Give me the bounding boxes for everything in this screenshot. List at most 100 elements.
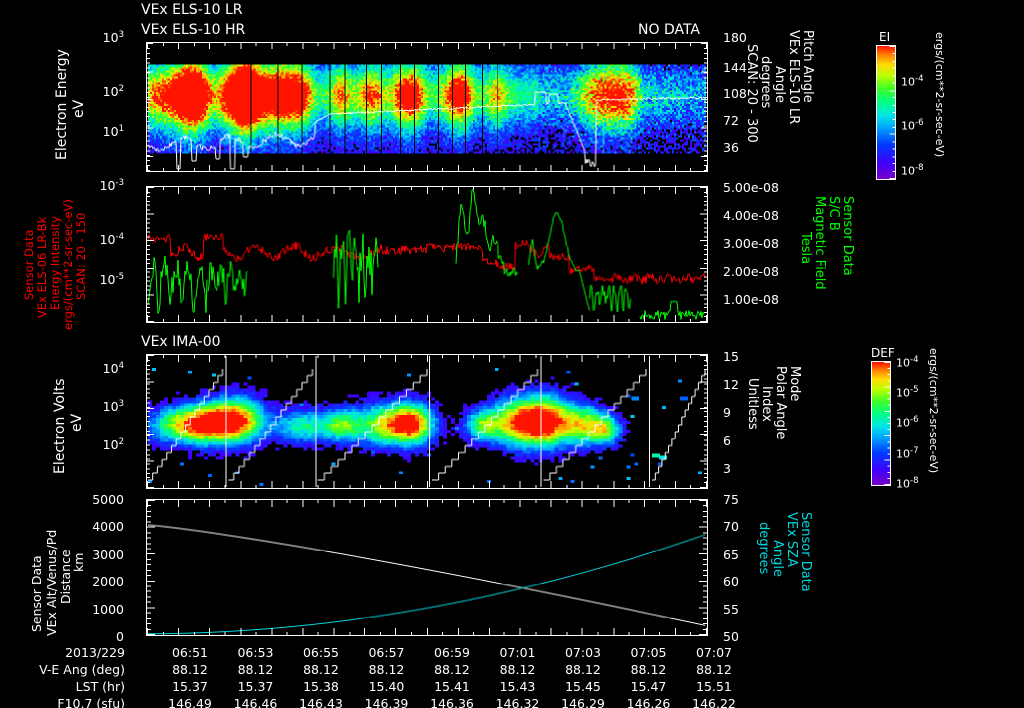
table-cell-lst-6: 15.45 bbox=[565, 679, 601, 694]
table-cell-time-1: 06:53 bbox=[237, 645, 274, 660]
panel2-line-plot bbox=[146, 186, 708, 323]
panel4-y2tick-65: 65 bbox=[723, 547, 739, 562]
table-cell-lst-8: 15.51 bbox=[696, 679, 732, 694]
table-cell-time-4: 06:59 bbox=[433, 645, 471, 660]
table-cell-ve_ang-5: 88.12 bbox=[499, 662, 536, 677]
table-cell-time-7: 07:05 bbox=[630, 645, 667, 660]
panel3-ytick-2: 102 bbox=[102, 437, 124, 453]
panel1-y2label-sensor: VEx ELS-10 LR bbox=[786, 30, 801, 125]
panel1-y2tick-72: 72 bbox=[723, 113, 739, 128]
table-cell-time-2: 06:55 bbox=[302, 645, 340, 660]
panel1-y2tick-108: 108 bbox=[723, 86, 747, 101]
table-cell-ve_ang-0: 88.12 bbox=[172, 662, 208, 677]
table-cell-f107-2: 146.43 bbox=[299, 696, 343, 708]
panel4-y2tick-70: 70 bbox=[723, 519, 739, 534]
panel1-yunits: eV bbox=[71, 99, 87, 118]
panel1-title-hr: VEx ELS-10 HR bbox=[141, 22, 246, 38]
panel4-y2tick-55: 55 bbox=[723, 602, 739, 617]
panel2-ylabel-scan: SCAN: 20 - 150 bbox=[74, 212, 88, 300]
panel4-y2label-sza: VEx SZA bbox=[784, 512, 799, 567]
panel4-ytick-5000: 5000 bbox=[92, 492, 124, 507]
panel4-y2tick-75: 75 bbox=[723, 492, 739, 507]
panel1-cbtick-4: 10-4 bbox=[901, 74, 924, 89]
panel2-ytick-m3: 10-3 bbox=[99, 178, 124, 194]
panel4-ylabel-sensor: Sensor Data bbox=[29, 555, 44, 632]
panel1-colorbar bbox=[876, 45, 896, 180]
panel3-cbtick-7: 10-7 bbox=[896, 446, 919, 461]
panel3-colorbar-title: DEF bbox=[871, 346, 895, 360]
panel2-y2tick-4: 4.00e-08 bbox=[723, 208, 779, 223]
panel2-y2label-units: Tesla bbox=[798, 232, 813, 265]
table-cell-time-3: 06:57 bbox=[368, 645, 405, 660]
panel4-y2tick-50: 50 bbox=[723, 629, 739, 644]
table-cell-lst-5: 15.43 bbox=[499, 679, 536, 694]
table-cell-f107-6: 146.29 bbox=[561, 696, 605, 708]
panel1-title-lr: VEx ELS-10 LR bbox=[141, 2, 243, 18]
panel1-y2tick-144: 144 bbox=[723, 60, 747, 75]
table-cell-ve_ang-2: 88.12 bbox=[303, 662, 339, 677]
panel1-cbtick-8: 10-8 bbox=[901, 163, 924, 178]
table-cell-lst-1: 15.37 bbox=[237, 679, 274, 694]
panel4-ytick-3000: 3000 bbox=[92, 547, 124, 562]
panel2-y2label-field: Magnetic Field bbox=[812, 196, 827, 290]
panel3-colorbar bbox=[871, 361, 891, 486]
table-row-label-0: 2013/229 bbox=[65, 645, 125, 660]
table-cell-ve_ang-6: 88.12 bbox=[565, 662, 601, 677]
panel4-ytick-1000: 1000 bbox=[92, 602, 124, 617]
panel3-ytick-3: 103 bbox=[102, 399, 124, 415]
panel2-y2tick-2: 2.00e-08 bbox=[723, 264, 779, 279]
panel3-colorbar-units: ergs/(cm**2-sr-sec-eV) bbox=[927, 348, 940, 474]
panel3-spectrogram bbox=[146, 354, 708, 489]
panel2-y2tick-5: 5.00e-08 bbox=[723, 180, 779, 195]
panel4-ytick-0: 0 bbox=[116, 629, 124, 644]
panel1-ytick-3: 103 bbox=[102, 30, 124, 46]
panel1-y2label-scan: SCAN: 20 - 300 bbox=[744, 44, 759, 143]
panel4-y2label-units: degrees bbox=[756, 522, 771, 575]
panel1-spectrogram bbox=[146, 42, 708, 172]
panel1-y2label-pitch: Pitch Angle bbox=[800, 30, 815, 103]
panel2-y2label-scb: S/C B bbox=[826, 196, 841, 231]
panel3-y2tick-9: 9 bbox=[723, 405, 731, 420]
table-cell-ve_ang-4: 88.12 bbox=[434, 662, 470, 677]
panel1-cbtick-6: 10-6 bbox=[901, 118, 924, 133]
table-cell-ve_ang-8: 88.12 bbox=[696, 662, 732, 677]
panel3-cbtick-8: 10-8 bbox=[896, 476, 919, 491]
table-cell-time-5: 07:01 bbox=[499, 645, 536, 660]
panel1-y2label-angle: Angle bbox=[772, 66, 787, 103]
panel3-title: VEx IMA-00 bbox=[141, 334, 221, 350]
panel3-y2label-index: Index bbox=[759, 386, 774, 422]
table-cell-ve_ang-3: 88.12 bbox=[368, 662, 405, 677]
panel3-cbtick-6: 10-6 bbox=[896, 415, 919, 430]
panel3-y2label-mode: Mode bbox=[787, 366, 802, 402]
panel1-y2tick-36: 36 bbox=[723, 140, 739, 155]
table-cell-lst-2: 15.38 bbox=[303, 679, 339, 694]
table-cell-ve_ang-1: 88.12 bbox=[237, 662, 274, 677]
panel4-ytick-2000: 2000 bbox=[92, 574, 124, 589]
panel3-y2tick-15: 15 bbox=[723, 349, 739, 364]
panel3-y2tick-6: 6 bbox=[723, 433, 731, 448]
panel1-colorbar-title: EI bbox=[879, 30, 891, 44]
table-cell-f107-7: 146.26 bbox=[626, 696, 671, 708]
panel2-ylabel-units: ergs/(cm**2-sr-sec-eV) bbox=[61, 199, 75, 330]
panel4-y2label-angle: Angle bbox=[770, 540, 785, 577]
table-cell-time-0: 06:51 bbox=[171, 645, 209, 660]
panel2-y2tick-1: 1.00e-08 bbox=[723, 292, 779, 307]
table-cell-f107-1: 146.46 bbox=[233, 696, 278, 708]
panel4-y2label-sensor: Sensor Data bbox=[798, 512, 813, 592]
panel2-ylabel-sensor: Sensor Data bbox=[22, 229, 36, 300]
table-cell-time-6: 07:03 bbox=[564, 645, 602, 660]
panel4-ylabel-quantity: VEx Alt/Venus/Pd bbox=[44, 529, 59, 636]
panel2-y2tick-3: 3.00e-08 bbox=[723, 236, 779, 251]
table-cell-f107-5: 146.32 bbox=[495, 696, 540, 708]
table-cell-time-8: 07:07 bbox=[695, 645, 733, 660]
panel1-y2label-units: degrees bbox=[758, 56, 773, 109]
table-cell-f107-3: 146.39 bbox=[364, 696, 409, 708]
table-cell-ve_ang-7: 88.12 bbox=[630, 662, 667, 677]
table-cell-lst-7: 15.47 bbox=[630, 679, 667, 694]
table-cell-lst-0: 15.37 bbox=[172, 679, 208, 694]
panel3-yunits: eV bbox=[69, 413, 85, 432]
panel1-colorbar-units: ergs/(cm**2-sr-sec-eV) bbox=[933, 32, 946, 158]
panel2-ytick-m5: 10-5 bbox=[99, 272, 124, 288]
table-row-label-3: F10.7 (sfu) bbox=[57, 696, 125, 708]
